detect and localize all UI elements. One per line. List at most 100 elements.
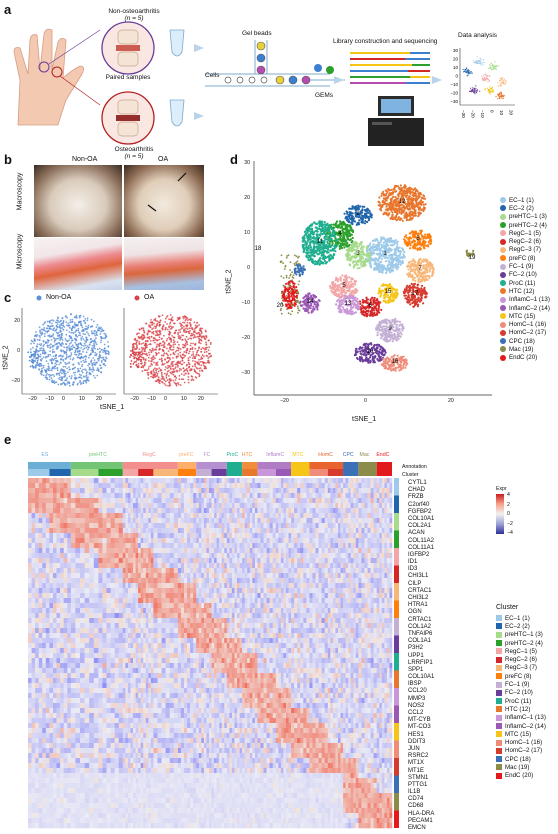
heatmap-cell	[138, 513, 141, 519]
heatmap-cell	[133, 573, 136, 579]
heatmap-cell	[237, 533, 240, 539]
heatmap-cell	[257, 613, 261, 619]
heatmap-cell	[138, 543, 141, 549]
heatmap-cell	[49, 523, 54, 529]
heatmap-cell	[177, 543, 182, 549]
heatmap-cell	[257, 668, 261, 674]
heatmap-cell	[80, 518, 85, 524]
heatmap-cell	[340, 628, 344, 634]
heatmap-cell	[102, 518, 107, 524]
heatmap-cell	[80, 628, 85, 634]
heatmap-cell	[324, 513, 329, 519]
heatmap-cell	[161, 648, 166, 654]
heatmap-cell	[89, 588, 95, 594]
heatmap-cell	[125, 493, 129, 499]
heatmap-cell	[165, 483, 170, 489]
heatmap-cell	[143, 543, 146, 549]
heatmap-cell	[364, 633, 368, 639]
legend-swatch	[500, 197, 506, 204]
heatmap-cell	[379, 598, 383, 604]
heatmap-cell	[219, 613, 222, 619]
heatmap-cell	[367, 638, 371, 644]
heatmap-cell	[280, 513, 284, 519]
heatmap-cell	[229, 643, 233, 649]
heatmap-cell	[300, 513, 304, 519]
heatmap-cell	[219, 573, 222, 579]
heatmap-cell	[153, 573, 158, 579]
heatmap-cell	[269, 503, 273, 509]
heatmap-cell	[367, 653, 371, 659]
heatmap-cell	[297, 638, 301, 644]
heatmap-cell	[278, 508, 282, 514]
heatmap-cell	[102, 608, 107, 614]
heatmap-cell	[370, 663, 374, 669]
heatmap-cell	[203, 548, 207, 554]
heatmap-cell	[38, 598, 43, 604]
heatmap-cell	[239, 518, 243, 524]
heatmap-cell	[173, 628, 179, 634]
heatmap-cell	[361, 613, 365, 619]
panel-c-tsne	[21, 295, 218, 395]
heatmap-cell	[161, 633, 166, 639]
heatmap-cell	[201, 633, 205, 639]
heatmap-cell	[239, 583, 243, 589]
heatmap-cell	[173, 663, 179, 669]
heatmap-cell	[280, 668, 284, 674]
heatmap-cell	[114, 653, 120, 659]
heatmap-cell	[278, 638, 282, 644]
heatmap-cell	[327, 573, 331, 579]
heatmap-cell	[327, 553, 331, 559]
heatmap-cell	[153, 528, 158, 534]
heatmap-cell	[98, 553, 103, 559]
heatmap-cell	[75, 538, 81, 544]
heatmap-cell	[31, 498, 36, 504]
legend-swatch	[500, 354, 506, 361]
heatmap-cell	[297, 528, 301, 534]
heatmap-cell	[140, 578, 144, 584]
heatmap-cell	[291, 493, 295, 499]
heatmap-cell	[373, 618, 377, 624]
heatmap-cell	[254, 623, 258, 629]
cluster-number: 10	[367, 349, 374, 355]
heatmap-cell	[67, 558, 72, 564]
heatmap-cell	[216, 623, 220, 629]
heatmap-cell	[224, 618, 228, 624]
heatmap-cell	[190, 578, 194, 584]
heatmap-cell	[286, 623, 289, 629]
heatmap-cell	[45, 483, 50, 489]
heatmap-cell	[335, 538, 339, 544]
heatmap-cell	[31, 603, 36, 609]
heatmap-cell	[335, 668, 339, 674]
heatmap-cell	[381, 538, 385, 544]
heatmap-cell	[280, 578, 284, 584]
heatmap-cell	[127, 518, 131, 524]
heatmap-cell	[219, 508, 222, 514]
heatmap-cell	[367, 608, 371, 614]
heatmap-cell	[211, 483, 215, 489]
heatmap-cell	[315, 623, 319, 629]
heatmap-cell	[122, 563, 126, 569]
heatmap-cell	[203, 653, 207, 659]
annotation-segment	[28, 462, 71, 469]
heatmap-cell	[161, 628, 166, 634]
heatmap-cell	[216, 533, 220, 539]
heatmap-cell	[244, 658, 248, 664]
heatmap-cell	[133, 513, 136, 519]
heatmap-cell	[226, 568, 230, 574]
heatmap-cell	[237, 663, 240, 669]
heatmap-cell	[280, 558, 284, 564]
heatmap-cell	[335, 623, 339, 629]
heatmap-cell	[266, 673, 270, 679]
heatmap-cell	[275, 633, 279, 639]
heatmap-cell	[140, 648, 144, 654]
heatmap-cell	[350, 498, 354, 504]
heatmap-cell	[384, 548, 388, 554]
heatmap-cell	[118, 483, 124, 489]
heatmap-cell	[106, 478, 111, 484]
heatmap-cell	[237, 498, 240, 504]
heatmap-cell	[67, 518, 72, 524]
heatmap-cell	[80, 603, 85, 609]
heatmap-cell	[38, 493, 43, 499]
heatmap-cell	[118, 578, 124, 584]
heatmap-cell	[324, 553, 329, 559]
